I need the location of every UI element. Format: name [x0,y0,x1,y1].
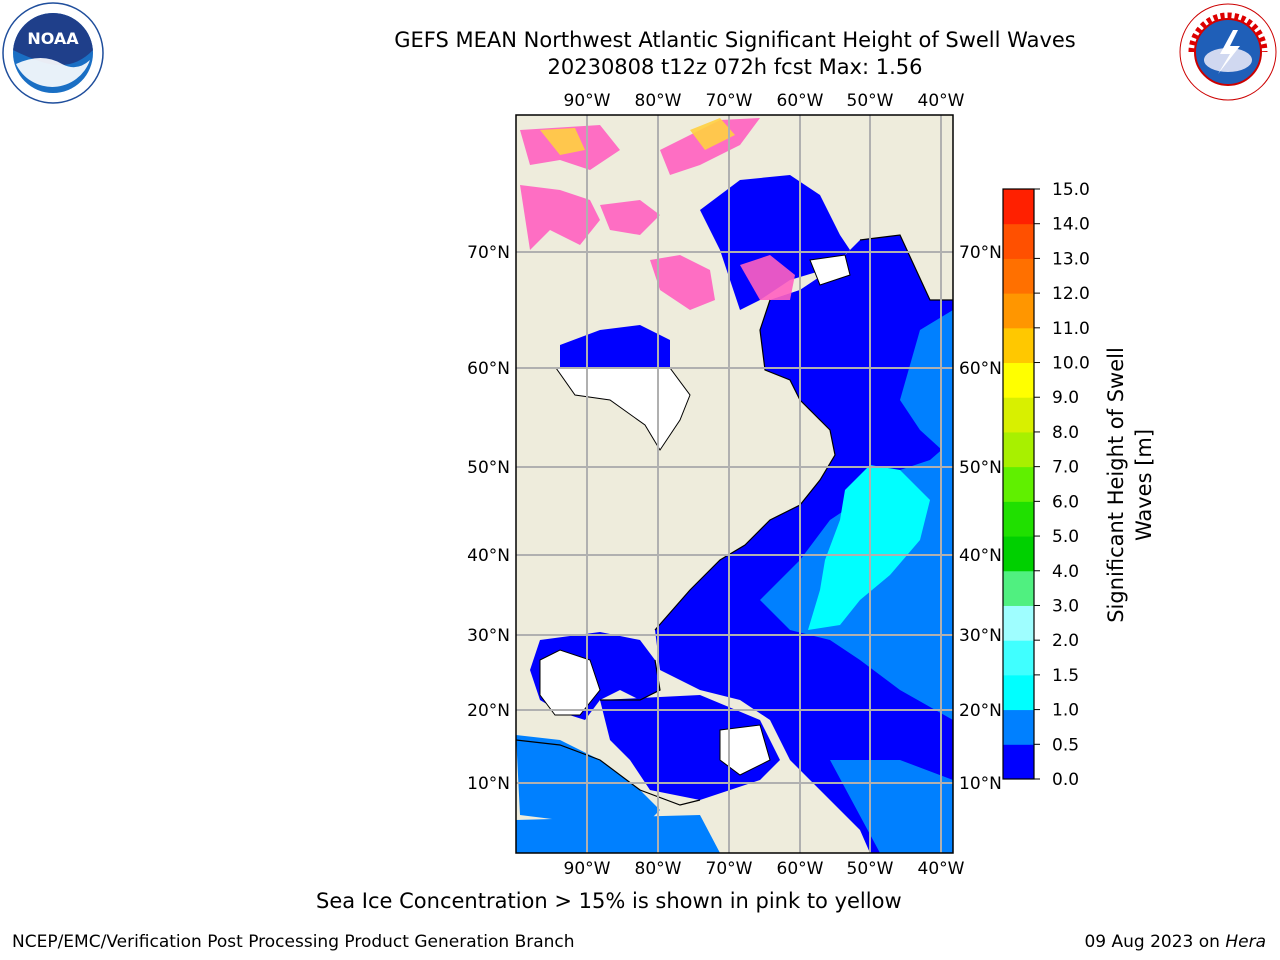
sea-ice-patch [520,185,600,250]
colorbar-swatch [1003,327,1034,364]
ocean-band-low [655,235,953,853]
colorbar-swatch [1003,258,1034,294]
colorbar-frame [1002,188,1035,780]
sea-ice-patch [540,128,585,155]
colorbar-label-line2: Waves [m] [1132,429,1156,541]
noaa-wordmark: NOAA [27,29,79,48]
colorbar-swatch [1003,293,1034,329]
ocean-band-low [700,175,850,310]
colorbar-tick-label: 4.0 [1052,562,1079,582]
colorbar-tick-label: 6.0 [1052,492,1079,512]
nws-logo [1179,3,1277,101]
no-data-patch [719,724,771,776]
colorbar-swatch [1003,570,1034,606]
colorbar-tick-label: 0.5 [1052,735,1079,755]
coastline [516,739,701,806]
map-frame [515,114,954,854]
lon-label-bottom: 70°W [706,859,753,879]
colorbar-swatch [1003,189,1034,225]
no-data-patch [809,254,851,286]
lat-label-right: 40°N [959,546,1002,566]
ocean-band-mid [516,815,720,853]
colorbar-swatch [1003,466,1034,502]
colorbar-tick-label: 1.5 [1052,666,1079,686]
lat-label-right: 50°N [959,458,1002,478]
ocean-band-mid [900,310,953,460]
lon-label-bottom: 40°W [918,859,965,879]
lon-label-top: 50°W [847,91,894,111]
noaa-logo: NOAA [2,2,104,104]
footer-host: Hera [1225,932,1266,952]
colorbar-swatch [1003,362,1034,398]
colorbar-swatch [1003,674,1034,711]
lat-label-right: 60°N [959,359,1002,379]
sea-ice-note: Sea Ice Concentration > 15% is shown in … [316,889,902,913]
sea-ice-patch [740,255,795,300]
lon-label-top: 90°W [564,91,611,111]
colorbar-tick-label: 1.0 [1052,701,1079,721]
map-area [516,115,953,853]
lat-label-right: 70°N [959,243,1002,263]
colorbar-tick-label: 7.0 [1052,458,1079,478]
colorbar-swatch [1003,536,1034,572]
colorbar-tick-label: 3.0 [1052,596,1079,616]
lat-label-right: 30°N [959,626,1002,646]
footer-date: 09 Aug 2023 on Hera [1084,932,1266,952]
colorbar-swatch [1003,223,1034,259]
colorbar-swatch [1003,744,1034,780]
lat-label-left: 10°N [467,774,510,794]
colorbar-tick-label: 14.0 [1052,215,1090,235]
ocean-band-low [600,695,780,800]
lat-label-left: 20°N [467,701,510,721]
colorbar-swatch [1003,431,1034,468]
lat-label-left: 30°N [467,626,510,646]
chart-title: GEFS MEAN Northwest Atlantic Significant… [394,28,1076,52]
colorbar-tick-label: 11.0 [1052,319,1090,339]
colorbar-label-line1: Significant Height of Swell [1104,347,1128,623]
colorbar-tick-label: 0.0 [1052,770,1079,790]
colorbar-tick-label: 9.0 [1052,388,1079,408]
colorbar-tick-label: 8.0 [1052,423,1079,443]
no-data-patch [539,649,601,716]
chart-subtitle: 20230808 t12z 072h fcst Max: 1.56 [547,55,923,79]
colorbar-tick-label: 13.0 [1052,249,1090,269]
colorbar-tick-label: 5.0 [1052,527,1079,547]
colorbar-tick-label: 12.0 [1052,284,1090,304]
colorbar-tick-label: 15.0 [1052,180,1090,200]
colorbar-swatch [1003,640,1034,676]
lat-label-left: 70°N [467,243,510,263]
lat-label-left: 60°N [467,359,510,379]
lon-label-top: 70°W [706,91,753,111]
colorbar-swatch [1003,397,1034,433]
lon-label-top: 60°W [777,91,824,111]
lat-label-right: 20°N [959,701,1002,721]
colorbar-tick-label: 2.0 [1052,631,1079,651]
colorbar-swatch [1003,605,1034,641]
footer-date-text: 09 Aug 2023 on [1084,932,1226,952]
colorbar-label: Significant Height of Swell Waves [m] [1104,347,1156,623]
lon-label-bottom: 50°W [847,859,894,879]
lat-label-left: 50°N [467,458,510,478]
colorbar-tick-label: 10.0 [1052,354,1090,374]
lon-label-bottom: 80°W [635,859,682,879]
lat-label-right: 10°N [959,774,1002,794]
lon-label-bottom: 90°W [564,859,611,879]
lon-label-top: 80°W [635,91,682,111]
sea-ice-patch [600,200,660,235]
footer-credit: NCEP/EMC/Verification Post Processing Pr… [12,932,575,952]
sea-ice-patch [690,118,735,150]
lon-label-top: 40°W [918,91,965,111]
colorbar-swatch [1003,709,1034,745]
lat-label-left: 40°N [467,546,510,566]
colorbar-swatch [1003,501,1034,537]
sea-ice-patch [650,255,715,310]
lon-label-bottom: 60°W [777,859,824,879]
